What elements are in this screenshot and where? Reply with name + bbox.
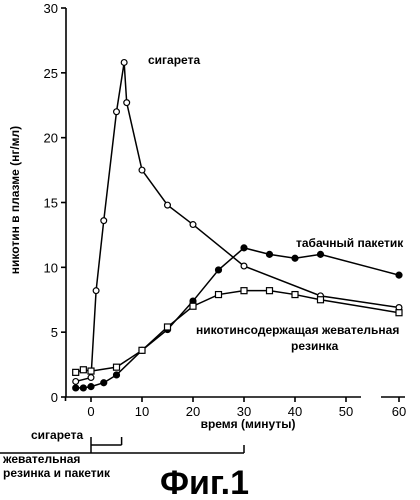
y-tick-label: 25 [44,66,58,81]
data-point [214,290,223,299]
annotation-cigarette: сигарета [148,53,200,67]
y-tick-label: 0 [51,390,58,405]
data-point [163,323,172,331]
data-point [291,290,299,299]
x-tick-label: 20 [186,404,200,419]
y-tick-label: 10 [44,260,58,275]
series-line [75,247,400,389]
x-tick-label: 10 [135,404,149,419]
y-axis-label: никотин в плазме (нг/мл) [8,126,22,274]
data-point [72,384,80,392]
data-point [395,271,403,279]
data-point [316,296,325,304]
data-point [112,363,121,371]
figure-caption: Фиг.1 [160,464,249,500]
data-point [87,383,95,391]
data-point [214,266,223,274]
x-tick-label: 60 [392,404,406,419]
data-point [112,108,120,116]
exposure-label-gum-line2: резинка и пакетик [3,466,111,480]
data-point [72,368,80,376]
data-point [138,346,146,354]
x-tick-label: 50 [339,404,353,419]
data-point [123,99,131,107]
chart-series [72,58,403,392]
annotation-tobacco-pouch: табачный пакетик [296,236,404,250]
data-point [138,166,146,174]
data-point [395,309,403,317]
data-point [87,367,95,375]
data-point [265,250,274,258]
data-point [79,384,87,392]
data-point [265,287,274,295]
data-point [87,374,95,382]
data-point [92,287,100,295]
data-point [189,221,197,229]
data-point [316,250,325,258]
exposure-label-cigarette: сигарета [31,428,83,442]
data-point [240,287,248,295]
data-point [291,254,299,262]
data-point [120,58,128,66]
data-point [100,379,108,387]
data-point [112,371,121,379]
data-point [72,377,80,385]
data-point [240,262,248,270]
data-point [100,217,108,225]
data-point [79,366,87,374]
data-point [164,201,172,209]
x-tick-label: 30 [237,404,251,419]
x-tick-label: 40 [288,404,302,419]
y-tick-label: 30 [44,1,58,16]
data-point [189,302,197,310]
y-tick-label: 5 [51,325,58,340]
x-tick-label: 0 [87,404,94,419]
y-tick-label: 15 [44,196,58,211]
chart-axes: 0 5 10 15 20 25 30 0 10 20 30 40 50 60 [0,1,406,454]
exposure-label-gum-line1: жевательная [2,452,80,466]
chart-annotations: никотин в плазме (нг/мл) время (минуты) … [2,53,404,500]
y-tick-label: 20 [44,131,58,146]
annotation-nicotine-gum-line1: никотинсодержащая жевательная [196,323,399,337]
data-point [240,244,248,252]
annotation-nicotine-gum-line2: резинка [291,339,339,353]
x-axis-label: время (минуты) [201,417,296,431]
